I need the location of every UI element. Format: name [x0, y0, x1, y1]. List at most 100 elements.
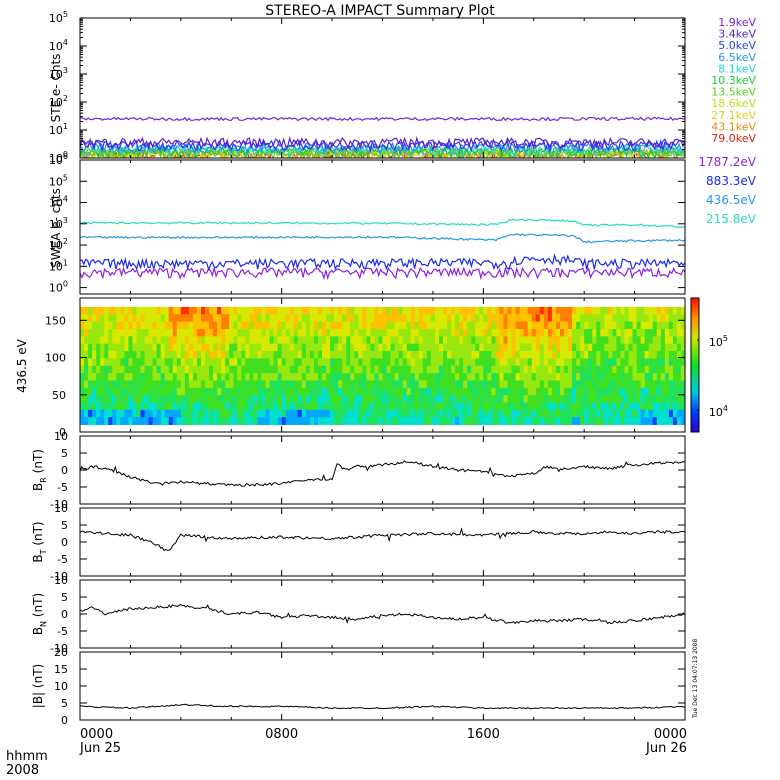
heatmap-cell: [426, 409, 432, 418]
heatmap-cell: [269, 409, 274, 418]
heatmap-cell: [624, 380, 629, 389]
heatmap-cell: [652, 365, 658, 374]
heatmap-cell: [326, 417, 331, 425]
heatmap-cell: [499, 373, 504, 381]
heatmap-cell: [475, 358, 480, 367]
heatmap-cell: [164, 314, 170, 323]
heatmap-cell: [572, 395, 577, 403]
heatmap-cell: [168, 402, 174, 411]
heatmap-cell: [96, 380, 101, 389]
heatmap-cell: [551, 328, 557, 337]
heatmap-cell: [209, 395, 214, 403]
heatmap-cell: [487, 336, 492, 345]
heatmap-cell: [233, 314, 238, 323]
heatmap-cell: [487, 380, 492, 389]
heatmap-cell: [648, 358, 654, 367]
heatmap-cell: [564, 417, 569, 425]
heatmap-cell: [576, 380, 581, 389]
heatmap-cell: [249, 395, 254, 403]
heatmap-cell: [221, 343, 226, 352]
heatmap-cell: [604, 321, 609, 330]
heatmap-cell: [656, 328, 662, 337]
heatmap-cell: [640, 314, 646, 323]
heatmap-cell: [434, 314, 440, 323]
heatmap-cell: [426, 314, 432, 323]
bmag-y-axis-label: |B| (nT): [31, 664, 45, 708]
heatmap-cell: [588, 365, 593, 374]
swea-y-tick-label: 100: [49, 280, 68, 295]
heatmap-cell: [402, 380, 408, 389]
heatmap-cell: [559, 395, 565, 403]
heatmap-cell: [410, 417, 416, 425]
heatmap-cell: [604, 306, 609, 315]
heatmap-cell: [382, 314, 387, 323]
heatmap-cell: [378, 402, 383, 411]
heatmap-cell: [326, 351, 331, 359]
heatmap-cell: [535, 351, 541, 359]
heatmap-cell: [225, 417, 230, 425]
heatmap-cell: [273, 373, 279, 381]
heatmap-cell: [636, 402, 642, 411]
heatmap-cell: [499, 409, 504, 418]
heatmap-cell: [104, 358, 109, 367]
heatmap-cell: [192, 395, 198, 403]
heatmap-cell: [164, 409, 170, 418]
heatmap-cell: [229, 306, 234, 315]
heatmap-cell: [644, 328, 650, 337]
heatmap-cell: [152, 373, 158, 381]
heatmap-cell: [305, 336, 311, 345]
heatmap-cell: [245, 417, 250, 425]
heatmap-cell: [326, 409, 331, 418]
heatmap-cell: [386, 336, 391, 345]
heatmap-cell: [144, 409, 149, 418]
heatmap-cell: [652, 395, 658, 403]
heatmap-cell: [108, 358, 113, 367]
heatmap-cell: [410, 380, 416, 389]
heatmap-cell: [664, 387, 670, 396]
heatmap-cell: [426, 321, 432, 330]
heatmap-cell: [414, 328, 420, 337]
heatmap-cell: [140, 321, 145, 330]
heatmap-cell: [245, 328, 250, 337]
heatmap-cell: [547, 351, 553, 359]
heatmap-cell: [652, 306, 658, 315]
heatmap-cell: [297, 387, 303, 396]
heatmap-cell: [201, 351, 206, 359]
heatmap-cell: [265, 417, 270, 425]
heatmap-cell: [584, 387, 589, 396]
heatmap-cell: [475, 409, 480, 418]
bn-y-tick-label: -5: [57, 625, 68, 638]
heatmap-cell: [184, 395, 190, 403]
heatmap-cell: [330, 328, 335, 337]
heatmap-cell: [588, 358, 593, 367]
heatmap-cell: [422, 306, 428, 315]
heatmap-cell: [535, 306, 541, 315]
heatmap-cell: [636, 409, 642, 418]
heatmap-cell: [245, 373, 250, 381]
heatmap-cell: [600, 402, 605, 411]
heatmap-cell: [564, 336, 569, 345]
heatmap-cell: [600, 409, 605, 418]
heatmap-cell: [330, 314, 335, 323]
heatmap-cell: [221, 321, 226, 330]
heatmap-cell: [342, 409, 347, 418]
heatmap-cell: [511, 380, 516, 389]
x-tick-label: 0800: [265, 727, 298, 742]
heatmap-cell: [201, 395, 206, 403]
heatmap-cell: [88, 314, 93, 323]
heatmap-cell: [628, 306, 633, 315]
heatmap-cell: [112, 417, 117, 425]
heatmap-cell: [112, 365, 117, 374]
heatmap-cell: [301, 365, 307, 374]
heatmap-cell: [209, 409, 214, 418]
heatmap-cell: [414, 321, 420, 330]
heatmap-cell: [354, 306, 359, 315]
heatmap-cell: [640, 373, 646, 381]
heatmap-cell: [309, 343, 315, 352]
heatmap-cell: [192, 409, 198, 418]
heatmap-cell: [600, 417, 605, 425]
heatmap-cell: [128, 314, 133, 323]
heatmap-cell: [305, 373, 311, 381]
heatmap-cell: [604, 387, 609, 396]
heatmap-cell: [269, 358, 274, 367]
